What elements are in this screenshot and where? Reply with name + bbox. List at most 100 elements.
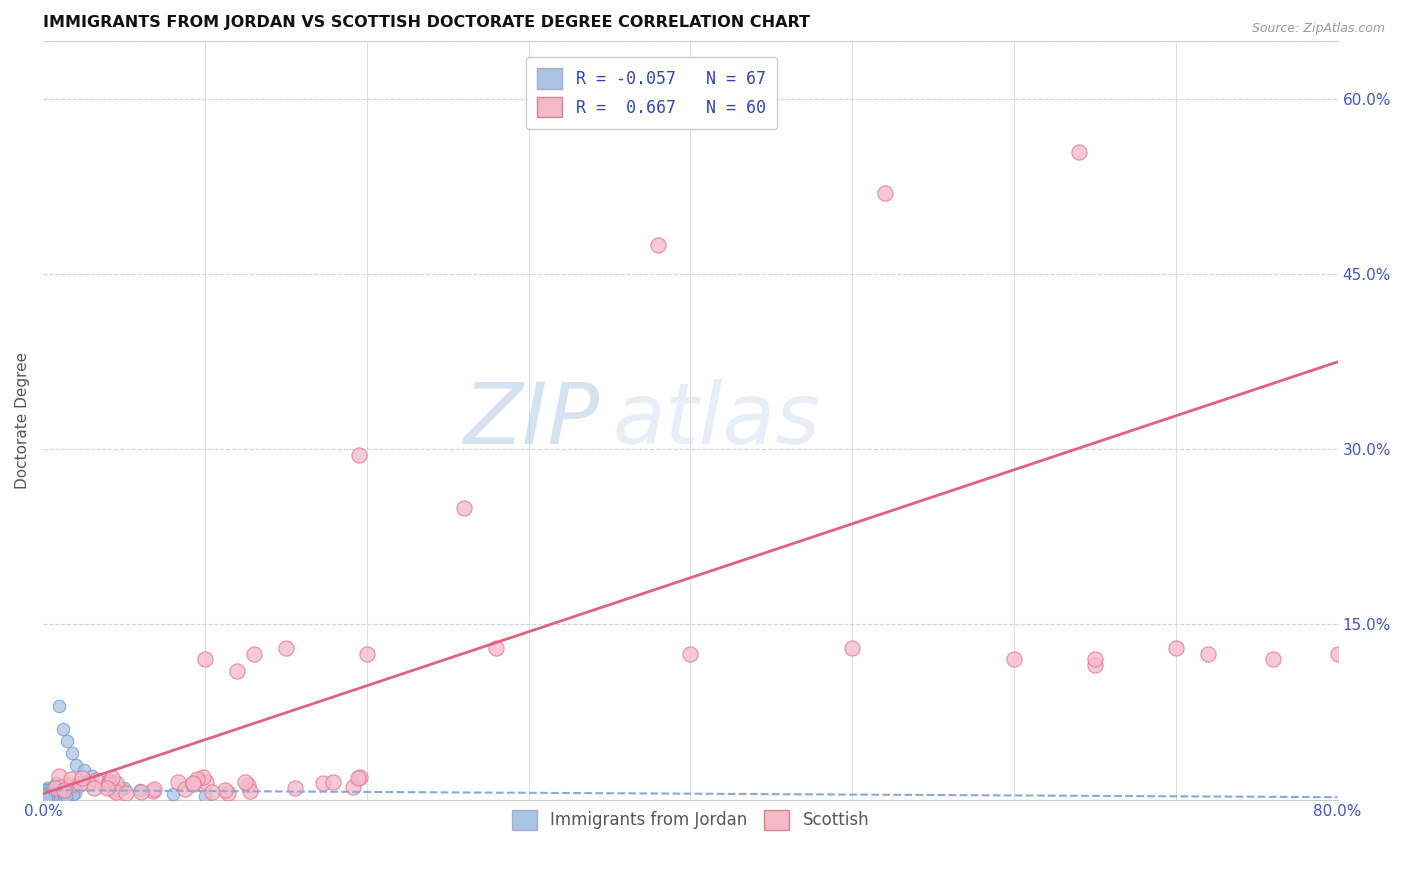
Point — [226, 664, 249, 678]
Point — [873, 186, 896, 200]
Point — [239, 784, 262, 798]
Point — [39, 788, 62, 802]
Point — [34, 789, 56, 804]
Point — [35, 787, 58, 801]
Point — [59, 784, 82, 798]
Point — [181, 775, 204, 789]
Point — [195, 774, 218, 789]
Point — [83, 780, 105, 795]
Point — [60, 772, 83, 786]
Point — [42, 782, 65, 797]
Point — [186, 772, 208, 787]
Point — [37, 789, 59, 804]
Point — [98, 775, 121, 789]
Point — [63, 779, 86, 793]
Point — [62, 787, 84, 801]
Point — [37, 784, 59, 798]
Point — [35, 789, 58, 804]
Point — [142, 783, 165, 797]
Point — [167, 775, 190, 789]
Point — [48, 780, 70, 795]
Legend: Immigrants from Jordan, Scottish: Immigrants from Jordan, Scottish — [505, 803, 876, 837]
Point — [34, 786, 56, 800]
Point — [191, 770, 214, 784]
Point — [42, 789, 65, 804]
Point — [35, 788, 58, 802]
Point — [35, 788, 58, 802]
Point — [96, 780, 118, 795]
Point — [48, 699, 70, 714]
Point — [48, 769, 70, 783]
Point — [65, 757, 87, 772]
Point — [45, 789, 67, 804]
Point — [112, 780, 135, 795]
Point — [242, 647, 264, 661]
Point — [129, 783, 152, 797]
Point — [35, 780, 58, 795]
Y-axis label: Doctorate Degree: Doctorate Degree — [15, 351, 30, 489]
Point — [104, 775, 127, 789]
Point — [41, 790, 63, 805]
Point — [77, 775, 100, 789]
Text: IMMIGRANTS FROM JORDAN VS SCOTTISH DOCTORATE DEGREE CORRELATION CHART: IMMIGRANTS FROM JORDAN VS SCOTTISH DOCTO… — [44, 15, 810, 30]
Point — [42, 789, 65, 803]
Point — [236, 778, 259, 792]
Point — [201, 785, 224, 799]
Point — [80, 769, 103, 783]
Point — [1197, 647, 1219, 661]
Point — [453, 500, 475, 515]
Text: atlas: atlas — [613, 379, 821, 462]
Point — [35, 788, 58, 802]
Point — [70, 771, 93, 785]
Point — [37, 790, 59, 805]
Point — [98, 777, 121, 791]
Point — [105, 785, 128, 799]
Point — [52, 785, 75, 799]
Text: Source: ZipAtlas.com: Source: ZipAtlas.com — [1251, 22, 1385, 36]
Point — [1261, 652, 1284, 666]
Point — [1067, 145, 1090, 159]
Point — [485, 640, 508, 655]
Point — [35, 783, 58, 797]
Point — [49, 780, 72, 795]
Point — [63, 786, 86, 800]
Point — [53, 782, 76, 797]
Point — [356, 647, 378, 661]
Point — [38, 782, 60, 797]
Point — [174, 782, 197, 797]
Point — [346, 772, 368, 786]
Point — [44, 780, 66, 795]
Point — [52, 723, 75, 737]
Point — [41, 783, 63, 797]
Point — [284, 780, 307, 795]
Point — [181, 777, 204, 791]
Point — [41, 790, 63, 805]
Point — [233, 775, 256, 789]
Point — [38, 788, 60, 802]
Point — [34, 789, 56, 803]
Point — [214, 782, 236, 797]
Point — [347, 448, 370, 462]
Point — [35, 789, 58, 803]
Point — [41, 788, 63, 802]
Point — [97, 773, 120, 788]
Point — [311, 776, 333, 790]
Point — [44, 782, 66, 797]
Point — [1084, 658, 1107, 673]
Point — [37, 790, 59, 805]
Point — [1002, 652, 1025, 666]
Point — [274, 640, 297, 655]
Point — [1164, 640, 1187, 655]
Point — [349, 771, 371, 785]
Point — [679, 647, 702, 661]
Point — [129, 785, 152, 799]
Point — [1084, 652, 1107, 666]
Point — [38, 781, 60, 796]
Point — [143, 782, 166, 797]
Point — [45, 790, 67, 805]
Point — [56, 734, 79, 748]
Point — [841, 640, 863, 655]
Point — [69, 777, 91, 791]
Point — [34, 789, 56, 803]
Point — [84, 773, 107, 788]
